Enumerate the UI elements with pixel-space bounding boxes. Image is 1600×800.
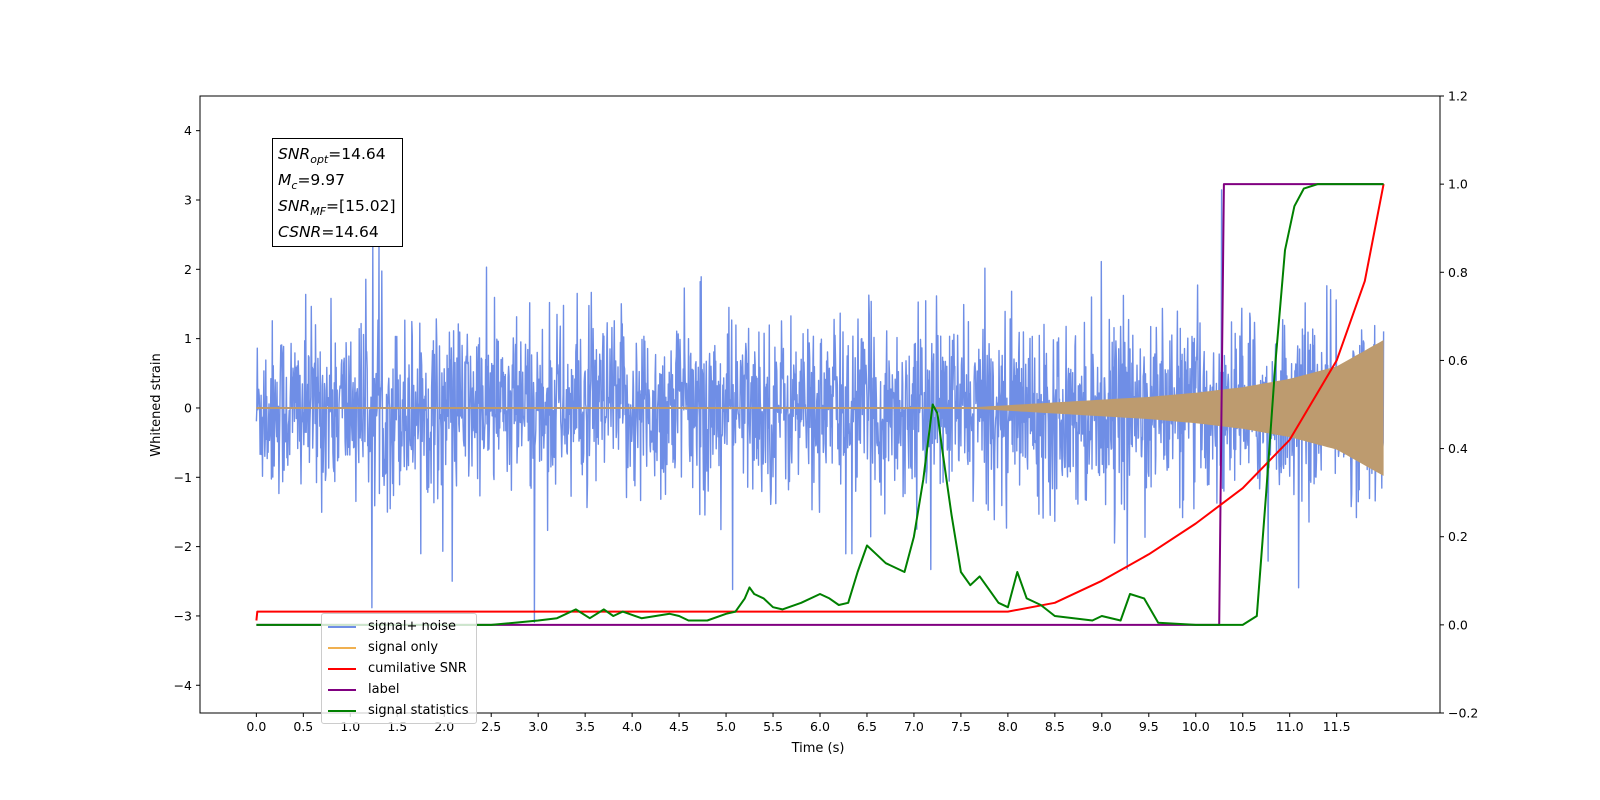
signal-noise-line xyxy=(255,189,1385,623)
snr-mf-line: SNRMF=[15.02] xyxy=(278,197,396,219)
mc-line: Mc=9.97 xyxy=(278,171,345,193)
y2-tick-label: 1.0 xyxy=(1448,177,1468,192)
right-axis-series xyxy=(255,183,1385,626)
legend-label: signal+ noise xyxy=(368,619,457,634)
x-tick-label: 11.5 xyxy=(1323,719,1351,734)
y2-tick-label: −0.2 xyxy=(1448,706,1478,721)
label-line xyxy=(256,183,1384,626)
y-tick-label: 0 xyxy=(184,400,192,415)
legend-swatch xyxy=(328,646,356,649)
x-axis-label: Time (s) xyxy=(791,741,845,756)
x-tick-label: 7.0 xyxy=(904,719,924,734)
snr-opt-line: SNRopt=14.64 xyxy=(278,145,386,167)
legend-item-signal-noise: signal+ noise xyxy=(322,616,476,637)
x-tick-label: 9.5 xyxy=(1139,719,1159,734)
x-tick-label: 5.5 xyxy=(763,719,783,734)
legend-swatch xyxy=(328,709,356,712)
y-axis-label: Whitened strain xyxy=(149,353,164,456)
x-tick-label: 7.5 xyxy=(951,719,971,734)
y-axis-left: −4 −3 −2 −1 0 1 2 3 4 xyxy=(174,123,200,693)
y-tick-label: −3 xyxy=(174,608,192,623)
legend-item-signal-statistics: signal statistics xyxy=(322,700,476,721)
x-tick-label: 6.0 xyxy=(810,719,830,734)
y-tick-label: 4 xyxy=(184,123,192,138)
x-tick-label: 4.5 xyxy=(669,719,689,734)
x-tick-label: 6.5 xyxy=(857,719,877,734)
legend-item-signal-only: signal only xyxy=(322,637,476,658)
y-tick-label: 2 xyxy=(184,262,192,277)
y-tick-label: 1 xyxy=(184,331,192,346)
legend-label: signal statistics xyxy=(368,703,469,718)
y2-tick-label: 0.8 xyxy=(1448,265,1468,280)
legend-item-cumulative-snr: cumilative SNR xyxy=(322,658,476,679)
x-tick-label: 0.0 xyxy=(246,719,266,734)
y2-tick-label: 0.6 xyxy=(1448,353,1468,368)
y2-tick-label: 0.2 xyxy=(1448,529,1468,544)
x-tick-label: 8.0 xyxy=(998,719,1018,734)
legend-label: cumilative SNR xyxy=(368,661,467,676)
x-tick-label: 2.5 xyxy=(481,719,501,734)
y-tick-label: 3 xyxy=(184,192,192,207)
csnr-line: CSNR=14.64 xyxy=(278,223,379,242)
y2-tick-label: 0.4 xyxy=(1448,441,1468,456)
signal-statistics-line xyxy=(256,183,1384,626)
x-tick-label: 10.5 xyxy=(1229,719,1257,734)
snr-info-box: SNRopt=14.64 Mc=9.97 SNRMF=[15.02] CSNR=… xyxy=(272,138,403,248)
legend-swatch xyxy=(328,625,356,628)
legend: signal+ noise signal only cumilative SNR… xyxy=(321,613,477,724)
y-tick-label: −4 xyxy=(174,678,192,693)
y2-tick-label: 1.2 xyxy=(1448,89,1468,104)
legend-swatch xyxy=(328,667,356,670)
y-tick-label: −1 xyxy=(174,470,192,485)
plot-area xyxy=(255,183,1385,626)
legend-swatch xyxy=(328,688,356,691)
x-tick-label: 8.5 xyxy=(1045,719,1065,734)
legend-label: label xyxy=(368,682,400,697)
x-tick-label: 4.0 xyxy=(622,719,642,734)
signal-only-series xyxy=(256,340,1384,476)
signal-noise-series xyxy=(255,189,1385,623)
legend-item-label: label xyxy=(322,679,476,700)
x-tick-label: 5.0 xyxy=(716,719,736,734)
x-tick-label: 11.0 xyxy=(1276,719,1304,734)
legend-label: signal only xyxy=(368,640,439,655)
y-axis-right: −0.2 0.0 0.2 0.4 0.6 0.8 1.0 1.2 xyxy=(1440,89,1478,721)
x-tick-label: 0.5 xyxy=(293,719,313,734)
x-tick-label: 10.0 xyxy=(1182,719,1210,734)
x-tick-label: 9.0 xyxy=(1092,719,1112,734)
x-tick-label: 3.0 xyxy=(528,719,548,734)
cumulative-snr-line xyxy=(255,183,1385,621)
y-tick-label: −2 xyxy=(174,539,192,554)
y2-tick-label: 0.0 xyxy=(1448,617,1468,632)
x-tick-label: 3.5 xyxy=(575,719,595,734)
